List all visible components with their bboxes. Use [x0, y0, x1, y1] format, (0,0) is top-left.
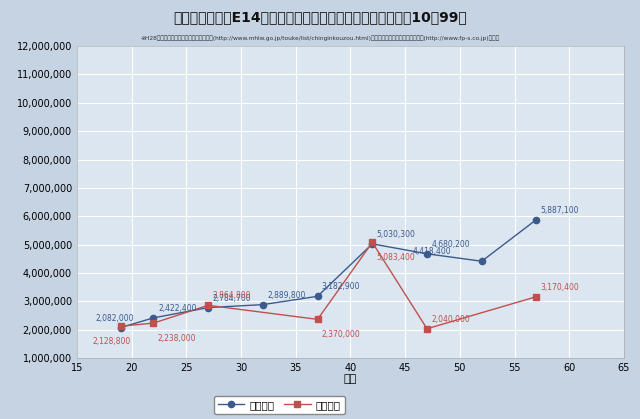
Text: 2,238,000: 2,238,000: [157, 334, 196, 343]
男性年収: [204, 305, 212, 310]
Text: 3,170,400: 3,170,400: [541, 283, 579, 292]
女性年収: [150, 321, 157, 326]
Text: 5,083,400: 5,083,400: [376, 253, 415, 262]
Text: 5,887,100: 5,887,100: [541, 206, 579, 215]
女性年収: [369, 240, 376, 245]
女性年収: [204, 303, 212, 308]
Text: 《年収》大阪・E14パルプ・紙・紙加工品製造業・人数規模10～99人: 《年収》大阪・E14パルプ・紙・紙加工品製造業・人数規模10～99人: [173, 10, 467, 24]
Text: 2,082,000: 2,082,000: [95, 313, 134, 323]
女性年収: [314, 317, 321, 322]
Text: 2,784,700: 2,784,700: [212, 294, 251, 303]
Text: 2,370,000: 2,370,000: [322, 331, 360, 339]
男性年収: [369, 241, 376, 246]
Text: ※H28年「厚労省賃金構造基本統計調査」(http://www.mhlw.go.jp/touke/list/chinginkouzou.html)を基に安達社会: ※H28年「厚労省賃金構造基本統計調査」(http://www.mhlw.go.…: [140, 36, 500, 41]
Text: 2,040,000: 2,040,000: [431, 315, 470, 324]
男性年収: [314, 294, 321, 299]
Text: 5,030,300: 5,030,300: [376, 230, 415, 239]
女性年収: [116, 324, 124, 329]
男性年収: [116, 325, 124, 330]
Line: 女性年収: 女性年収: [118, 239, 540, 332]
男性年収: [150, 316, 157, 321]
Text: 2,128,800: 2,128,800: [93, 337, 131, 346]
Text: 3,182,900: 3,182,900: [322, 282, 360, 291]
男性年収: [259, 302, 267, 307]
女性年収: [532, 294, 540, 299]
Text: 4,418,400: 4,418,400: [412, 247, 451, 256]
Legend: 男性年収, 女性年収: 男性年収, 女性年収: [214, 396, 345, 414]
男性年収: [423, 251, 431, 256]
男性年収: [532, 217, 540, 222]
Text: 2,864,800: 2,864,800: [212, 291, 251, 300]
Text: 2,889,800: 2,889,800: [267, 291, 305, 300]
女性年収: [423, 326, 431, 331]
Text: 4,680,200: 4,680,200: [431, 240, 470, 249]
X-axis label: 年齢: 年齢: [344, 375, 357, 385]
Line: 男性年収: 男性年収: [118, 217, 540, 331]
Text: 2,422,400: 2,422,400: [159, 304, 198, 313]
男性年収: [478, 259, 486, 264]
